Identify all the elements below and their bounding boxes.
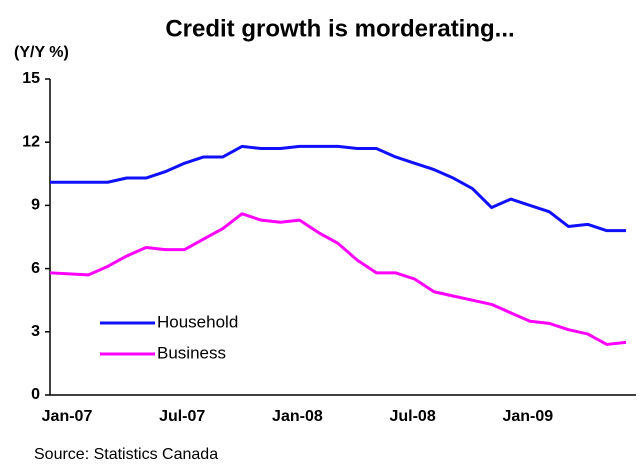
legend-label: Business — [157, 343, 226, 362]
legend-label: Household — [157, 312, 238, 331]
x-tick-label: Jul-08 — [389, 408, 435, 425]
y-tick-label: 3 — [31, 323, 40, 340]
source-note: Source: Statistics Canada — [34, 446, 218, 463]
x-tick-label: Jul-07 — [159, 408, 205, 425]
y-tick-label: 12 — [22, 133, 40, 150]
chart-title: Credit growth is morderating... — [165, 15, 514, 42]
x-tick-label: Jan-07 — [42, 408, 93, 425]
y-tick-label: 15 — [22, 70, 40, 87]
series-line — [50, 144, 626, 233]
x-tick-label: Jan-08 — [272, 408, 323, 425]
y-tick-label: 6 — [31, 260, 40, 277]
y-axis-label: (Y/Y %) — [14, 44, 69, 61]
series-line — [49, 212, 627, 346]
y-tick-label: 9 — [31, 197, 40, 214]
x-tick-label: Jan-09 — [502, 408, 553, 425]
y-tick-label: 0 — [31, 386, 40, 403]
